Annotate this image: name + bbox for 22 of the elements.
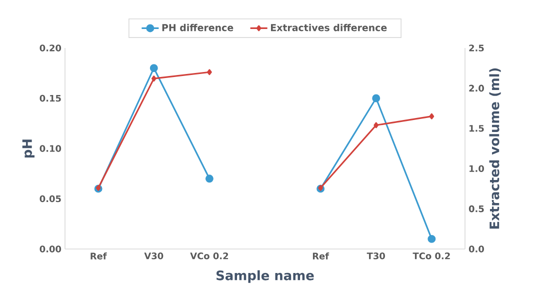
x-tick-label: Ref: [90, 252, 107, 260]
legend-label: PH difference: [162, 24, 234, 32]
y-tick-label: 0.00: [40, 246, 62, 252]
y-tick-label: 0.05: [40, 195, 61, 202]
y2-tick-label: 2.5: [469, 44, 484, 52]
legend-label: Extractives difference: [270, 24, 387, 32]
y2-tick-label: 1.5: [470, 125, 484, 132]
y2-tick-label: 1.0: [470, 165, 484, 172]
x-axis-title: Sample name: [216, 270, 314, 283]
x-tick-label: V30: [144, 252, 164, 260]
x-tick-label: T30: [366, 252, 385, 260]
y-tick-label: 0.20: [40, 44, 62, 52]
x-tick-label: VCo 0.2: [190, 252, 228, 260]
y-tick-label: 0.15: [40, 94, 61, 102]
x-tick-label: TCo 0.2: [412, 252, 450, 260]
y2-tick-label: 0.5: [468, 205, 484, 212]
y-axis-title: pH: [22, 140, 35, 158]
y2-tick-label: 2.0: [469, 84, 484, 92]
x-tick-label: Ref: [312, 252, 330, 260]
y2-tick-label: 0.0: [468, 246, 484, 252]
y-tick-label: 0.10: [40, 145, 62, 152]
y2-axis-title: Extracted volume (ml): [489, 68, 501, 229]
